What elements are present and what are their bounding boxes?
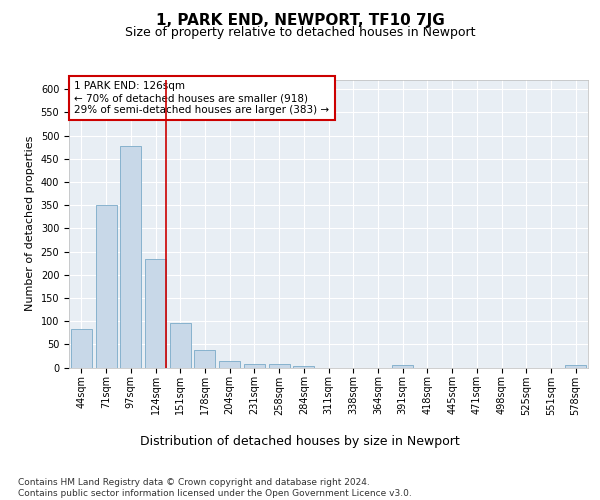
Text: Distribution of detached houses by size in Newport: Distribution of detached houses by size … [140, 435, 460, 448]
Bar [219, 360, 240, 368]
Text: Contains HM Land Registry data © Crown copyright and database right 2024.
Contai: Contains HM Land Registry data © Crown c… [18, 478, 412, 498]
Y-axis label: Number of detached properties: Number of detached properties [25, 136, 35, 312]
Bar [269, 364, 290, 368]
Bar [95, 205, 116, 368]
Bar [145, 260, 166, 368]
Bar [392, 365, 413, 368]
Bar [194, 350, 215, 368]
Bar [120, 146, 141, 368]
Bar [71, 329, 92, 368]
Bar [565, 365, 586, 368]
Text: Size of property relative to detached houses in Newport: Size of property relative to detached ho… [125, 26, 475, 39]
Bar [170, 323, 191, 368]
Bar [244, 364, 265, 368]
Text: 1, PARK END, NEWPORT, TF10 7JG: 1, PARK END, NEWPORT, TF10 7JG [155, 12, 445, 28]
Text: 1 PARK END: 126sqm
← 70% of detached houses are smaller (918)
29% of semi-detach: 1 PARK END: 126sqm ← 70% of detached hou… [74, 82, 329, 114]
Bar [293, 366, 314, 368]
